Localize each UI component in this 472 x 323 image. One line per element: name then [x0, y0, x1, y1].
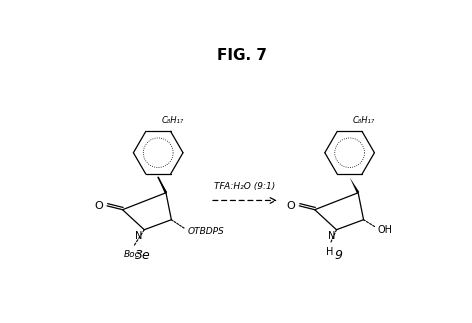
Text: 3e: 3e — [135, 249, 151, 262]
Text: FIG. 7: FIG. 7 — [217, 48, 267, 63]
Text: Boc: Boc — [124, 250, 140, 259]
Text: N: N — [328, 231, 335, 241]
Polygon shape — [350, 177, 359, 193]
Text: OH: OH — [378, 225, 393, 235]
Text: H: H — [326, 247, 333, 257]
Text: 9: 9 — [334, 249, 342, 262]
Text: O: O — [287, 201, 295, 211]
Text: OTBDPS: OTBDPS — [188, 227, 224, 236]
Text: C₈H₁₇: C₈H₁₇ — [161, 116, 184, 125]
Text: C₈H₁₇: C₈H₁₇ — [353, 116, 375, 125]
Text: O: O — [94, 201, 103, 211]
Text: TFA:H₂O (9:1): TFA:H₂O (9:1) — [214, 182, 276, 191]
Polygon shape — [158, 177, 167, 193]
Text: N: N — [135, 231, 143, 241]
